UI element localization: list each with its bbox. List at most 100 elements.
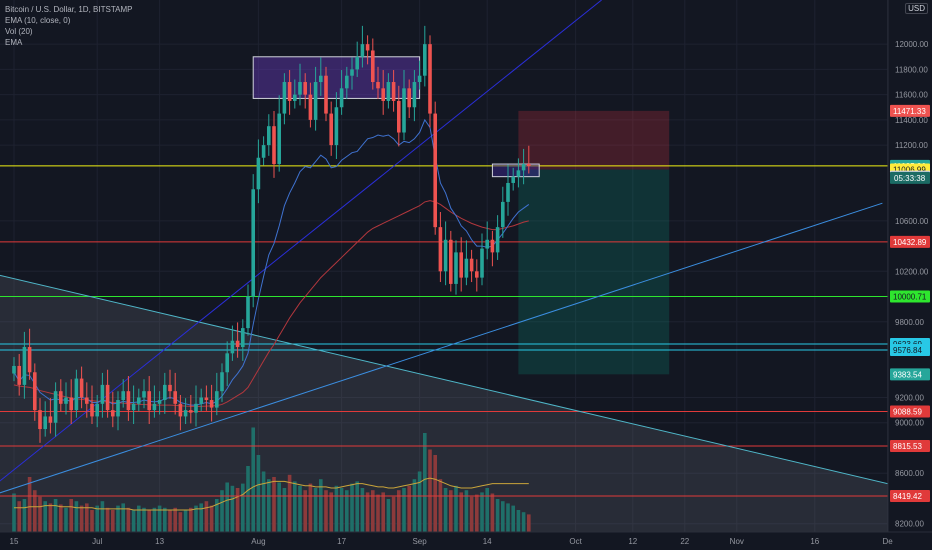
candle — [194, 385, 198, 427]
volume-bar — [485, 488, 489, 532]
candle-body — [43, 416, 47, 430]
volume-bar — [246, 466, 250, 532]
candle — [27, 328, 32, 380]
x-tick-label: 13 — [155, 537, 164, 546]
candle-body — [423, 44, 427, 76]
volume-bar — [459, 492, 463, 532]
candle — [417, 60, 422, 90]
candle-body — [116, 400, 120, 417]
candle — [490, 230, 495, 267]
volume-bar — [220, 490, 224, 532]
candle-body — [105, 384, 110, 411]
legend-volume[interactable]: Vol (20) — [5, 27, 33, 36]
range-box-1 — [491, 163, 540, 178]
candle-body — [345, 75, 349, 89]
volume-bar — [365, 492, 370, 532]
candle-body — [111, 410, 115, 417]
candle — [381, 70, 385, 115]
y-tick-label: 11400.00 — [895, 116, 928, 125]
candle-body — [230, 340, 235, 354]
candle — [59, 379, 63, 412]
candle — [308, 82, 313, 128]
candle — [116, 391, 120, 431]
candle — [282, 73, 287, 125]
candle — [277, 95, 281, 172]
candle — [495, 215, 500, 260]
price-label-bg — [890, 343, 930, 356]
volume-bar — [126, 507, 131, 532]
price-label-bg — [890, 405, 930, 418]
candle-body — [449, 239, 453, 284]
y-tick-label: 8600.00 — [895, 469, 924, 478]
volume-bar — [339, 488, 344, 532]
candle-body — [475, 271, 479, 278]
x-tick-label: Aug — [251, 537, 265, 546]
candle — [272, 111, 276, 178]
candle-body — [516, 170, 521, 177]
price-label-bg — [890, 235, 930, 248]
volume-bar — [178, 512, 183, 532]
volume-bar — [69, 499, 73, 532]
candle-body — [183, 410, 188, 417]
price-label: 9576.84 — [893, 346, 922, 355]
volume-bar — [183, 510, 188, 532]
volume-bar — [319, 479, 323, 532]
volume-bar — [308, 483, 313, 532]
volume-bar — [386, 499, 391, 532]
y-tick-label: 10600.00 — [895, 217, 929, 226]
candle — [95, 394, 99, 428]
price-label: 9088.59 — [893, 408, 922, 417]
volume-bar — [33, 490, 37, 532]
candle-body — [147, 391, 151, 411]
candle-body — [261, 145, 266, 158]
volume-bar — [261, 471, 266, 532]
position-reward-zone — [518, 169, 670, 375]
candle — [397, 85, 401, 147]
volume-bar — [298, 485, 302, 532]
candle — [235, 322, 240, 358]
volume-bar — [12, 493, 16, 532]
candle — [53, 382, 58, 437]
candle — [443, 221, 448, 286]
candle-body — [350, 69, 354, 76]
legend-ema10[interactable]: EMA (10, close, 0) — [5, 16, 71, 25]
volume-bar — [417, 471, 422, 532]
candle — [391, 70, 396, 112]
candle — [85, 382, 89, 418]
candle-body — [438, 227, 443, 272]
volume-bar — [64, 507, 68, 532]
candle — [506, 164, 510, 216]
volume-bar — [27, 477, 32, 532]
candle-body — [12, 365, 16, 374]
candle-body — [17, 365, 21, 385]
candle — [438, 212, 443, 283]
x-tick-label: De — [882, 537, 893, 546]
candle — [189, 394, 193, 424]
x-tick-label: Nov — [730, 537, 744, 546]
candle-body — [386, 82, 391, 101]
candle — [100, 372, 105, 418]
volume-bar — [303, 490, 307, 532]
trend-line-0 — [0, 274, 888, 485]
candle — [329, 101, 333, 156]
x-tick-label: Sep — [412, 537, 427, 546]
candle-body — [407, 88, 411, 108]
candle — [521, 148, 526, 185]
price-label: 10432.89 — [893, 238, 927, 247]
price-label-bg — [890, 368, 930, 381]
candle — [178, 394, 183, 431]
volume-bar — [313, 488, 318, 532]
candle-body — [27, 347, 32, 373]
legend-ema[interactable]: EMA — [5, 38, 23, 47]
candle-body — [287, 82, 292, 101]
volume-bar — [480, 492, 484, 532]
candle — [527, 145, 531, 174]
volume-bar — [142, 507, 146, 532]
candle-body — [194, 403, 198, 413]
candle — [449, 230, 453, 292]
candle-body — [365, 44, 370, 51]
currency-badge[interactable]: USD — [905, 3, 928, 14]
candle-body — [157, 400, 162, 404]
x-tick-label: 17 — [337, 537, 346, 546]
